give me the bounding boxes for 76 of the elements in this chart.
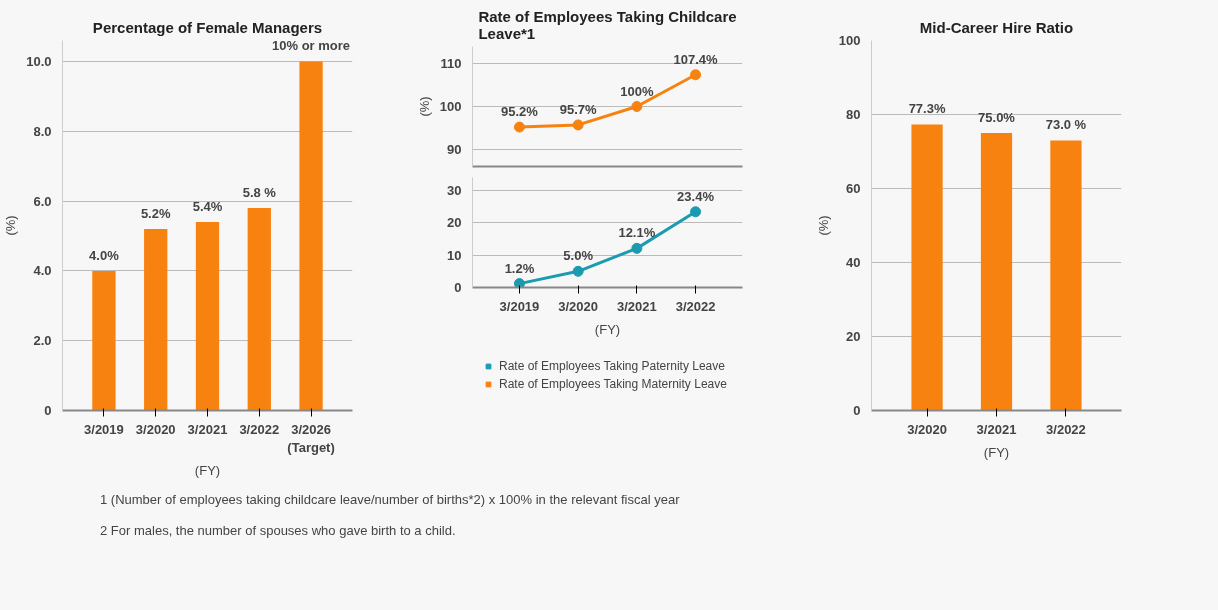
legend-label: Rate of Employees Taking Paternity Leave — [499, 359, 725, 373]
y-tick-label: 10 — [447, 247, 462, 263]
bar — [195, 222, 220, 411]
data-label: 95.7% — [559, 101, 598, 117]
data-label: 5.4% — [192, 199, 223, 215]
y-tick-label: 110 — [440, 56, 462, 72]
chart-title: Mid-Career Hire Ratio — [919, 18, 1074, 36]
y-tick-label: 4.0 — [33, 263, 52, 279]
point — [631, 101, 643, 112]
y-axis-title: (%) — [3, 215, 19, 236]
bar — [92, 270, 116, 411]
y-axis-title: (%) — [416, 96, 432, 117]
x-tick-label: 3/2020 — [135, 421, 176, 437]
x-tick-label: 3/2021 — [976, 421, 1017, 437]
y-tick-label: 90 — [447, 141, 462, 157]
point — [572, 119, 584, 131]
x-tick-label: 3/2022 — [239, 421, 280, 437]
point — [690, 206, 702, 218]
y-tick-label: 10.0 — [26, 53, 52, 69]
data-label: 23.4% — [677, 188, 715, 204]
x-tick-label: 3/2026 (Target) — [287, 421, 335, 455]
x-tick-label: 3/2020 — [558, 298, 599, 314]
y-tick-label: 2.0 — [33, 333, 52, 349]
bar — [299, 61, 323, 411]
data-label: 5.8 % — [242, 185, 277, 201]
chart-title: Rate of Employees Taking Childcare Leave*1 — [478, 7, 737, 42]
y-tick-label: 40 — [846, 255, 861, 270]
y-axis-title: (%) — [815, 215, 831, 236]
x-tick-label: 3/2019 — [84, 421, 124, 437]
point — [513, 121, 525, 133]
data-label: 75.0% — [978, 110, 1016, 125]
data-label: 95.2% — [501, 104, 539, 120]
data-label: 73.0 % — [1045, 117, 1087, 133]
x-tick-label: 3/2022 — [1046, 421, 1086, 437]
x-tick-label: 3/2022 — [675, 298, 716, 314]
data-label: 5.2% — [140, 205, 171, 221]
y-tick-label: 20 — [447, 215, 462, 231]
bar — [980, 133, 1013, 411]
y-tick-label: 80 — [846, 107, 861, 122]
y-tick-label: 0 — [454, 280, 462, 295]
bar — [247, 208, 271, 411]
data-label: 1.2% — [504, 260, 535, 276]
point — [572, 265, 584, 277]
x-axis-title: (FY) — [594, 321, 621, 337]
x-tick-label: 3/2020 — [907, 421, 947, 437]
point — [690, 69, 702, 81]
x-axis-title: (FY) — [194, 462, 221, 478]
x-axis-title: (FY) — [983, 444, 1010, 460]
data-label: 4.0% — [89, 247, 120, 263]
legend-label: Rate of Employees Taking Maternity Leave — [499, 377, 727, 391]
y-tick-label: 20 — [846, 329, 861, 344]
data-label: 5.0% — [563, 248, 594, 264]
y-tick-label: 0 — [853, 403, 861, 418]
x-tick-label: 3/2021 — [187, 421, 228, 437]
x-tick-label: 3/2021 — [616, 298, 657, 314]
bar — [144, 228, 168, 411]
chart-title: Percentage of Female Managers — [92, 18, 323, 36]
point — [513, 278, 525, 288]
bar — [1050, 140, 1082, 411]
x-tick-label: 3/2019 — [499, 298, 540, 314]
y-tick-label: 6.0 — [33, 193, 52, 209]
data-label: 107.4% — [673, 51, 719, 67]
text: 2 For males, the number of spouses who gave birth to a child. — [100, 521, 457, 540]
bar — [911, 124, 943, 411]
y-tick-label: 60 — [846, 181, 861, 196]
y-tick-label: 100 — [439, 99, 462, 114]
data-label: 10% or more — [272, 38, 351, 54]
data-label: 77.3% — [908, 101, 946, 117]
point — [631, 242, 643, 254]
data-label: 12.1% — [618, 225, 656, 241]
y-tick-label: 100 — [838, 33, 861, 48]
data-label: 100% — [620, 83, 654, 99]
y-tick-label: 30 — [447, 182, 462, 198]
text: 1 (Number of employees taking childcare leave/number of births*2) x 100% in the relevant fiscal year — [100, 491, 680, 509]
y-tick-label: 8.0 — [33, 123, 52, 139]
y-tick-label: 0 — [44, 403, 52, 418]
